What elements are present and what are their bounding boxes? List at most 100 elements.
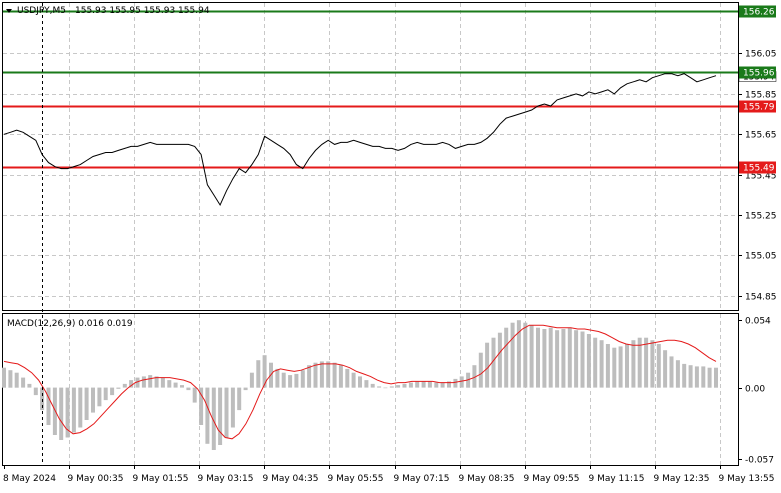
macd-bar	[103, 387, 108, 401]
price-axis-label: 154.85	[745, 293, 777, 303]
macd-bar	[97, 387, 102, 407]
macd-bar	[160, 377, 165, 388]
macd-bar	[110, 387, 115, 396]
macd-bar	[351, 372, 356, 388]
macd-bar	[631, 340, 636, 388]
price-axis-label: 155.65	[745, 131, 777, 141]
price-series	[3, 73, 717, 207]
price-axis-label: 155.85	[745, 91, 777, 101]
level-tag-label: 156.26	[743, 8, 775, 18]
time-axis-label: 9 May 04:35	[263, 474, 319, 484]
macd-bar	[2, 367, 6, 388]
macd-bar	[459, 376, 464, 388]
macd-bar	[370, 383, 375, 388]
time-axis-label: 9 May 08:35	[459, 474, 515, 484]
macd-bar	[625, 344, 629, 388]
level-tag-box	[739, 161, 776, 174]
macd-bar	[421, 381, 426, 388]
macd-bar	[612, 347, 617, 388]
macd-bar	[27, 383, 32, 388]
macd-title: MACD(12,26,9) 0.016 0.019	[7, 319, 133, 329]
macd-bar	[116, 387, 121, 389]
macd-bar	[536, 327, 540, 388]
time-axis-label: 9 May 05:55	[328, 474, 384, 484]
macd-bar	[21, 377, 26, 388]
macd-bar	[338, 365, 343, 388]
time-axis-label: 9 May 13:55	[719, 474, 775, 484]
macd-bar	[84, 387, 89, 420]
price-levels	[3, 10, 738, 169]
macd-bar	[358, 376, 362, 388]
macd-bar	[281, 372, 286, 388]
price-grid	[3, 3, 738, 310]
macd-bar	[555, 330, 560, 388]
symbol-dropdown-icon[interactable]	[6, 9, 12, 13]
macd-bar	[300, 370, 305, 388]
macd-bar	[415, 381, 420, 388]
macd-bar	[52, 387, 57, 435]
macd-bar	[154, 376, 159, 388]
macd-pane-frame	[2, 313, 739, 466]
symbol-title: USDJPY,M5	[17, 6, 66, 16]
macd-axis-label: -0.057	[745, 456, 774, 466]
price-axis-label: 155.25	[745, 212, 777, 222]
macd-bar	[205, 387, 210, 444]
level-tag-label: 155.96	[743, 69, 775, 79]
macd-bar	[249, 372, 254, 388]
macd-bar	[173, 382, 178, 388]
macd-bar	[548, 327, 553, 388]
level-tag-box	[739, 66, 776, 79]
macd-bar	[675, 360, 680, 388]
macd-bar	[46, 387, 51, 425]
time-axis-label: 9 May 09:55	[524, 474, 580, 484]
macd-bar	[186, 387, 191, 391]
macd-bar	[199, 387, 204, 425]
macd-bar	[91, 387, 95, 413]
macd-bar	[523, 322, 528, 388]
macd-bar	[307, 365, 312, 388]
macd-bar	[167, 380, 172, 388]
macd-bar	[427, 381, 432, 388]
macd-bar	[313, 362, 318, 388]
macd-axis-label: 0.054	[745, 317, 771, 327]
macd-bar	[580, 331, 585, 388]
macd-bar	[510, 322, 515, 388]
macd-bar	[707, 367, 712, 388]
macd-bar	[650, 340, 655, 388]
macd-bar	[408, 382, 413, 388]
macd-bar	[478, 352, 483, 388]
macd-bar	[141, 376, 146, 388]
price-axis-label: 156.05	[745, 50, 777, 60]
price-axis-labels: 156.05 155.85 155.65 155.45 155.25 155.05 154.…	[738, 50, 777, 303]
macd-bar	[78, 387, 83, 428]
macd-bar	[586, 334, 591, 388]
macd-bar	[192, 387, 197, 403]
macd-bar	[345, 368, 350, 388]
macd-bar	[663, 350, 668, 388]
macd-bar	[714, 367, 718, 388]
macd-bar	[542, 329, 547, 388]
level-tag-label: 155.79	[743, 103, 775, 113]
macd-bar	[71, 387, 76, 433]
macd-bar	[701, 366, 706, 388]
macd-bar	[218, 387, 223, 445]
macd-bar	[326, 361, 331, 388]
macd-bar	[561, 329, 566, 388]
level-tag-box	[739, 5, 776, 18]
price-axis-label: 155.05	[745, 252, 777, 262]
macd-bar	[529, 325, 534, 388]
time-axis-label: 9 May 11:15	[589, 474, 645, 484]
time-axis-labels: 8 May 2024 9 May 00:35 9 May 01:55 9 May 03…	[3, 465, 775, 484]
macd-bar	[682, 363, 687, 388]
macd-bar	[332, 362, 337, 388]
macd-bar	[440, 382, 445, 388]
macd-bar	[637, 337, 642, 388]
macd-bar	[377, 386, 382, 388]
time-axis-label: 8 May 2024	[3, 474, 56, 484]
macd-bar	[389, 386, 394, 388]
macd-bar	[396, 385, 401, 388]
macd-bar	[383, 387, 388, 389]
